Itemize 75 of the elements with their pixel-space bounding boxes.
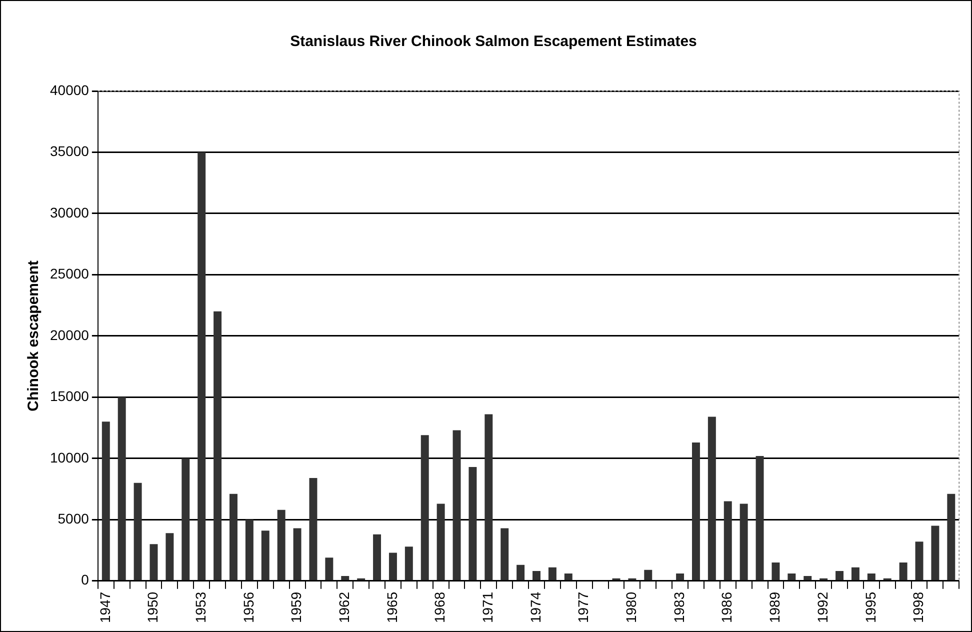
bar — [676, 574, 684, 580]
x-tick-label: 1953 — [192, 592, 208, 624]
x-tick-label: 1965 — [384, 592, 400, 624]
bar — [230, 494, 238, 580]
bar — [484, 414, 493, 580]
bar — [899, 562, 908, 580]
bar — [708, 416, 716, 580]
y-tick-label: 0 — [81, 572, 90, 588]
x-tick-label: 1968 — [432, 592, 448, 624]
bar — [915, 542, 924, 580]
bar — [261, 530, 270, 580]
x-tick-label: 1950 — [144, 592, 161, 624]
bar — [516, 564, 525, 580]
bar — [134, 482, 142, 580]
bar — [388, 552, 397, 580]
bar — [532, 571, 540, 580]
bar — [836, 571, 844, 580]
y-tick-label: 15000 — [50, 388, 90, 404]
bar — [724, 501, 732, 580]
bar — [740, 504, 748, 580]
bar — [772, 562, 780, 580]
bar — [118, 397, 126, 580]
bar — [182, 458, 190, 580]
y-tick-label: 25000 — [50, 266, 90, 282]
x-tick-label: 1980 — [623, 592, 640, 624]
y-tick-label: 35000 — [50, 143, 90, 160]
bar — [198, 152, 206, 580]
bar — [404, 546, 413, 580]
y-tick-label: 40000 — [50, 82, 90, 98]
bar — [452, 430, 461, 580]
x-tick-label: 1995 — [862, 592, 878, 624]
bar — [851, 567, 860, 580]
bar — [947, 494, 956, 580]
x-tick-label: 1974 — [527, 592, 544, 624]
bar — [214, 311, 222, 580]
bar — [420, 435, 429, 580]
bar — [150, 544, 158, 580]
x-tick-label: 1962 — [336, 592, 352, 624]
x-tick-label: 1998 — [910, 592, 926, 624]
x-tick-label: 1956 — [240, 592, 256, 624]
bar — [102, 422, 110, 580]
bar — [500, 528, 509, 580]
bar — [277, 510, 286, 580]
bar — [468, 466, 477, 580]
bar — [341, 576, 350, 580]
y-tick-label: 20000 — [50, 326, 90, 343]
bar — [245, 520, 254, 580]
y-tick-label: 5000 — [58, 510, 90, 526]
bar — [309, 478, 318, 580]
bar — [373, 534, 382, 580]
bar — [788, 574, 796, 580]
x-tick-label: 1992 — [814, 592, 830, 624]
bar — [166, 533, 174, 580]
bar — [756, 456, 764, 580]
x-tick-label: 1971 — [480, 592, 496, 624]
bar — [644, 570, 652, 580]
y-tick-label: 10000 — [50, 449, 90, 466]
x-tick-label: 1977 — [575, 592, 592, 624]
x-tick-label: 1947 — [96, 592, 113, 624]
bar — [436, 504, 445, 580]
chart-title: Stanislaus River Chinook Salmon Escapement Estimates — [290, 33, 697, 50]
bar — [692, 442, 700, 580]
y-axis-title: Chinook escapement — [25, 260, 42, 412]
bar — [325, 558, 334, 580]
bar — [293, 528, 302, 580]
x-tick-label: 1986 — [718, 592, 735, 624]
x-tick-label: 1983 — [670, 592, 687, 624]
bar — [564, 574, 572, 580]
bar — [867, 574, 876, 580]
bar — [804, 576, 812, 580]
bar — [931, 526, 940, 580]
bar — [548, 567, 556, 580]
x-tick-label: 1989 — [766, 592, 783, 624]
y-tick-label: 30000 — [50, 204, 90, 220]
x-tick-label: 1959 — [288, 592, 304, 624]
